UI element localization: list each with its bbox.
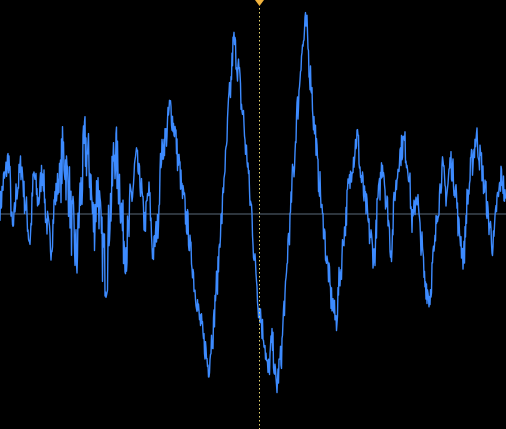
playhead-marker-icon[interactable]	[255, 0, 264, 6]
waveform-trace	[0, 11, 506, 394]
